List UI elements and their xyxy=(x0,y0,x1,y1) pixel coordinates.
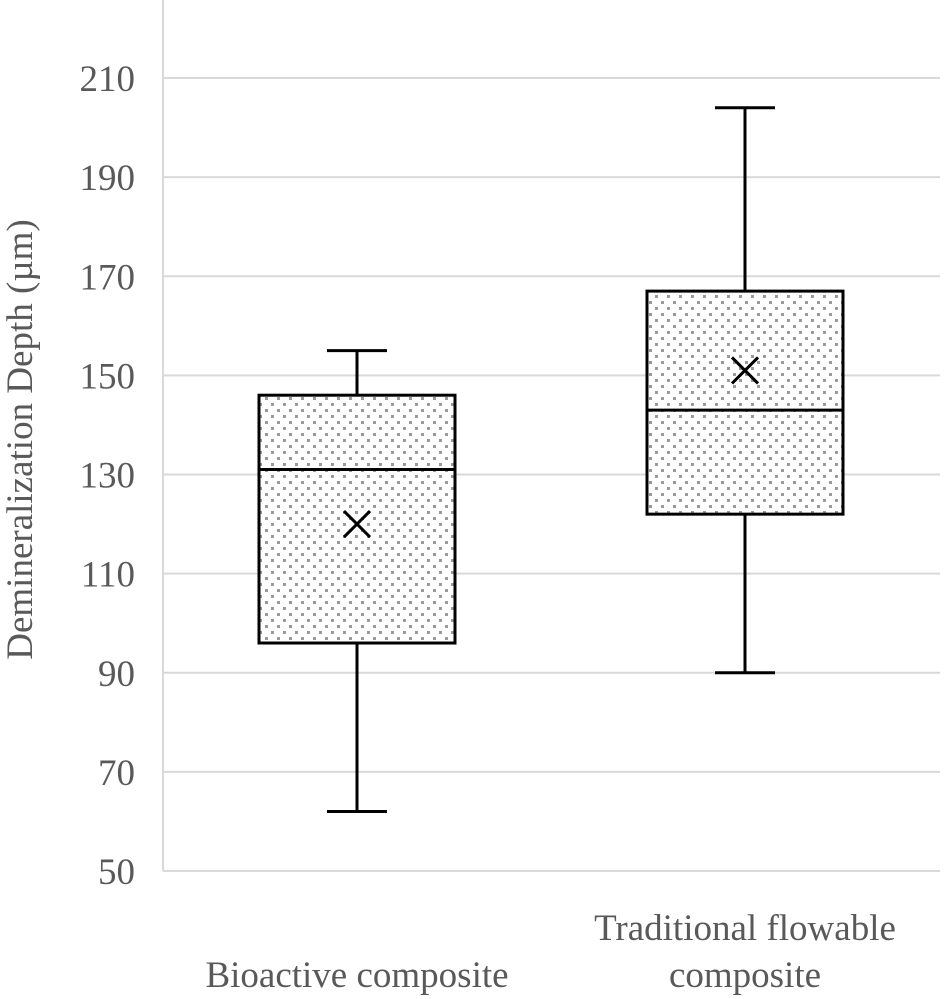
category-labels: Bioactive composite Traditional flowable c… xyxy=(205,908,895,996)
category-label: Traditional flowable xyxy=(594,908,896,949)
y-tick-label: 210 xyxy=(80,59,136,100)
y-tick-label: 110 xyxy=(81,555,135,596)
category-label: composite xyxy=(669,955,821,996)
category-label: Bioactive composite xyxy=(205,955,508,996)
mean-marker xyxy=(730,356,760,385)
y-tick-label: 170 xyxy=(80,257,136,298)
iqr-box xyxy=(645,289,845,516)
box-group-2 xyxy=(645,106,845,675)
iqr-box xyxy=(257,393,457,645)
y-tick-label: 150 xyxy=(80,356,136,397)
y-tick-label: 70 xyxy=(98,753,135,794)
y-axis-title: Demineralization Depth (µm) xyxy=(0,219,41,660)
y-tick-label: 90 xyxy=(98,654,135,695)
y-tick-label: 190 xyxy=(80,158,136,199)
mean-marker xyxy=(342,510,372,539)
box-group-1 xyxy=(257,349,457,814)
y-axis-ticks: 50 70 90 110 130 150 170 190 210 xyxy=(80,59,136,893)
y-tick-label: 50 xyxy=(98,852,135,893)
y-tick-label: 130 xyxy=(80,456,136,497)
boxes xyxy=(257,106,845,814)
